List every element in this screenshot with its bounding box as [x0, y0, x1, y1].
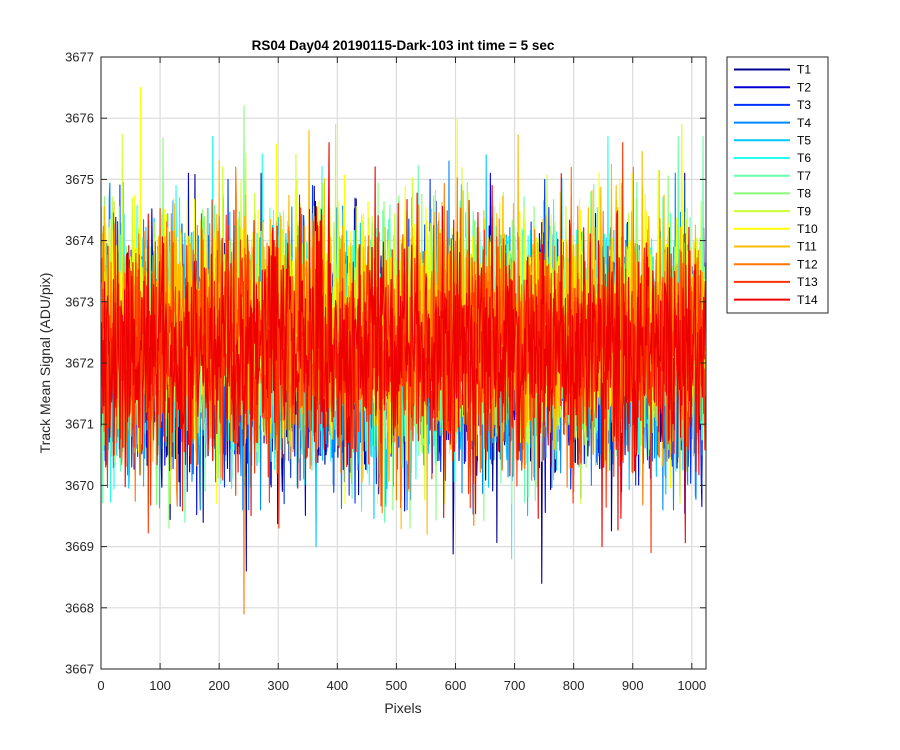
legend-entry-t13[interactable]: T13	[734, 275, 818, 289]
legend-label: T7	[797, 169, 811, 183]
legend-entry-t14[interactable]: T14	[734, 293, 818, 307]
series-line-t14	[101, 142, 707, 548]
x-tick-label: 800	[563, 678, 585, 693]
legend-label: T8	[797, 187, 811, 201]
legend-label: T2	[797, 80, 811, 94]
y-tick-labels: 3667 3668 3669 3670 3671 3672 3673 3674 3675 3676…	[65, 50, 94, 677]
legend-label: T6	[797, 151, 811, 165]
legend-entry-t2[interactable]: T2	[734, 80, 811, 94]
x-tick-label: 400	[326, 678, 348, 693]
legend-label: T11	[797, 240, 817, 254]
y-tick-label: 3677	[65, 50, 94, 65]
axis-ticks	[100, 56, 706, 670]
legend-entry-t10[interactable]: T10	[734, 222, 818, 236]
legend-label: T5	[797, 134, 811, 148]
x-tick-label: 600	[445, 678, 467, 693]
legend-entry-t4[interactable]: T4	[734, 116, 811, 130]
y-tick-label: 3675	[65, 172, 94, 187]
legend-box	[726, 56, 829, 314]
legend-label: T10	[797, 222, 818, 236]
legend-entry-t11[interactable]: T11	[734, 240, 817, 254]
y-tick-label: 3667	[65, 662, 94, 677]
x-tick-label: 200	[208, 678, 230, 693]
x-axis-label: Pixels	[384, 700, 421, 716]
y-tick-label: 3672	[65, 356, 94, 371]
chart-title: RS04 Day04 20190115-Dark-103 int time = …	[252, 38, 555, 53]
legend-entry-t8[interactable]: T8	[734, 187, 811, 201]
legend-entry-t7[interactable]: T7	[734, 169, 811, 183]
legend-label: T1	[797, 63, 811, 77]
y-tick-label: 3670	[65, 478, 94, 493]
x-tick-label: 900	[622, 678, 644, 693]
legend-entry-t3[interactable]: T3	[734, 98, 811, 112]
x-tick-labels: 0 100 200 300 400 500 600 700 800 900 1000	[97, 678, 706, 693]
legend-entry-t5[interactable]: T5	[734, 134, 811, 148]
legend-label: T3	[797, 98, 811, 112]
plot-area	[100, 56, 707, 670]
legend-entry-t1[interactable]: T1	[734, 63, 811, 77]
legend-entry-t9[interactable]: T9	[734, 204, 811, 218]
x-tick-label: 100	[149, 678, 171, 693]
x-tick-label: 0	[97, 678, 104, 693]
x-tick-label: 1000	[677, 678, 706, 693]
y-tick-label: 3671	[65, 417, 94, 432]
series-lines	[101, 87, 707, 615]
legend-label: T14	[797, 293, 818, 307]
y-tick-label: 3676	[65, 111, 94, 126]
x-tick-label: 300	[267, 678, 289, 693]
legend-entries: T1 T2 T3 T4 T5 T6 T7 T8 T9 T10 T11 T12 T13 T14	[734, 63, 818, 307]
x-tick-label: 700	[504, 678, 526, 693]
y-tick-label: 3669	[65, 539, 94, 554]
legend-label: T4	[797, 116, 811, 130]
legend-label: T9	[797, 204, 811, 218]
series-line-t13	[101, 142, 707, 554]
legend-label: T12	[797, 257, 818, 271]
y-tick-label: 3668	[65, 600, 94, 615]
y-tick-label: 3673	[65, 294, 94, 309]
legend-entry-t12[interactable]: T12	[734, 257, 818, 271]
legend-entry-t6[interactable]: T6	[734, 151, 811, 165]
legend[interactable]: T1 T2 T3 T4 T5 T6 T7 T8 T9 T10 T11 T12 T13 T14	[726, 56, 829, 314]
legend-label: T13	[797, 275, 818, 289]
y-tick-label: 3674	[65, 233, 94, 248]
y-axis-label: Track Mean Signal (ADU/pix)	[37, 273, 53, 454]
x-tick-label: 500	[386, 678, 408, 693]
